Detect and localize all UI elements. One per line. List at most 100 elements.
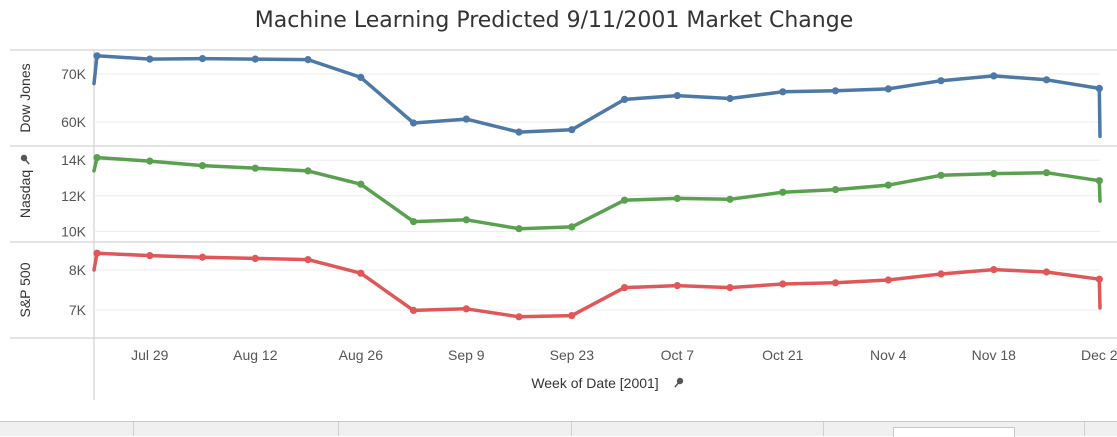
data-point [620,284,629,292]
pin-icon [674,377,684,388]
data-point [831,279,840,287]
panel-0: 70K 60K Dow Jones [17,52,1103,139]
data-point [409,306,418,314]
series-line [92,251,1102,319]
data-point [673,194,681,202]
series-line [92,155,1102,231]
data-point [568,126,576,134]
data-point [1042,169,1051,177]
data-point [620,196,629,204]
y-tick-label: 12K [61,188,87,204]
data-point [146,55,154,63]
data-point [93,154,101,162]
data-point [673,282,681,290]
x-tick-label: Nov 4 [870,347,907,363]
y-tick-label: 8K [69,262,87,278]
x-tick-label: Sep 9 [448,347,485,363]
sheet-tab-active[interactable] [893,427,1015,437]
data-point [409,119,418,127]
x-axis-title: Week of Date [2001] [531,375,658,391]
sheet-tab-divider [133,422,134,436]
data-point [1042,76,1051,84]
data-point [779,188,787,196]
data-point [937,171,945,179]
data-point [198,253,207,261]
data-point [251,164,259,172]
data-point [93,52,101,60]
pin-icon [20,154,30,165]
data-point [462,305,470,313]
data-point [937,270,945,278]
data-point [357,180,365,188]
data-point [251,254,259,262]
data-point [409,218,418,226]
data-point [198,55,207,63]
x-tick-label: Jul 29 [131,347,169,363]
panel-1: 14K 12K 10K Nasdaq [17,152,1103,239]
data-point [93,249,101,257]
series-label: Dow Jones [17,63,33,132]
x-tick-label: Aug 12 [233,347,278,363]
data-point [462,115,470,123]
data-point [884,276,892,284]
y-tick-label: 10K [61,223,87,239]
pin-icon-needle [674,380,681,388]
series-line [92,54,1102,139]
sheet-tab-bar [0,421,1117,437]
data-point [304,256,312,264]
data-point [937,77,945,85]
data-point [673,92,681,100]
data-point [515,313,523,321]
x-tick-label: Aug 26 [339,347,384,363]
data-point [884,181,892,189]
data-point [779,280,787,288]
data-point [304,167,312,175]
data-point [620,95,629,103]
y-tick-label: 60K [61,114,87,130]
data-point [515,128,523,136]
x-tick-label: Dec 2 [1081,347,1117,363]
pin-icon-needle [23,157,30,165]
data-point [357,73,365,81]
data-point [462,216,470,224]
data-point [1095,84,1103,92]
sheet-tab-divider [571,422,572,436]
series-label: Nasdaq [17,170,33,218]
data-point [568,223,576,231]
series-label: S&P 500 [17,262,33,317]
sheet-tab-divider [823,422,824,436]
sheet-tab-divider [338,422,339,436]
data-point [198,162,207,170]
data-point [884,85,892,93]
y-tick-label: 14K [61,152,87,168]
data-point [357,269,365,277]
data-point [1042,268,1051,276]
data-point [990,170,998,178]
data-point [515,225,523,233]
y-tick-label: 70K [61,66,87,82]
data-point [990,266,998,274]
y-tick-label: 7K [69,302,87,318]
data-point [831,87,840,95]
data-point [831,186,840,194]
data-point [779,88,787,96]
panel-2: 8K 7K S&P 500 [17,249,1103,321]
data-point [726,284,734,292]
data-point [146,157,154,165]
data-point [251,55,259,63]
x-tick-label: Sep 23 [550,347,595,363]
data-point [726,94,734,103]
sheet-tab-divider [1084,422,1085,436]
x-tick-label: Oct 21 [762,347,803,363]
data-point [146,252,154,260]
x-tick-label: Oct 7 [661,347,695,363]
data-point [990,72,998,80]
data-point [304,56,312,64]
chart-title: Machine Learning Predicted 9/11/2001 Mar… [254,8,854,33]
chart-area: 70K 60K Dow Jones 14K 12K 10K Nasdaq 8K 7K S&P 50… [10,49,1117,400]
x-tick-label: Nov 18 [972,347,1017,363]
data-point [568,312,576,320]
data-point [726,195,734,203]
data-point [1095,275,1103,283]
data-point [1095,177,1103,185]
